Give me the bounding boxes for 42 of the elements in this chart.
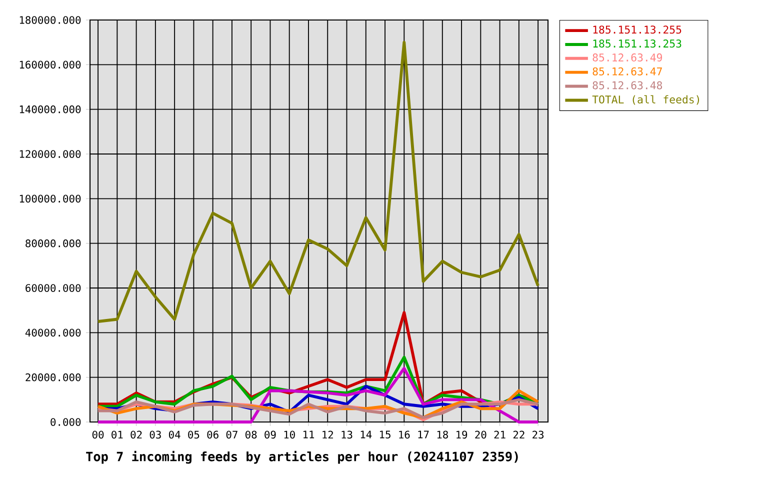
- legend-label: 85.12.63.47: [592, 67, 662, 76]
- y-tick-label: 180000.000: [20, 16, 81, 24]
- y-tick-label: 120000.000: [20, 150, 81, 158]
- x-tick-label: 18: [437, 430, 448, 439]
- x-tick-label: 15: [380, 430, 390, 438]
- y-tick-label: 60000.000: [26, 284, 81, 292]
- x-tick-label: 20: [475, 430, 486, 439]
- legend-label: TOTAL (all feeds): [592, 95, 700, 105]
- line-series: [96, 40, 540, 323]
- x-tick-label: 23: [532, 430, 544, 439]
- x-tick-label: 14: [360, 430, 372, 438]
- x-tick-label: 06: [207, 430, 218, 439]
- x-tick-label: 22: [513, 430, 524, 438]
- x-tick-label: 17: [418, 430, 429, 438]
- y-tick-label: 80000.000: [26, 239, 81, 248]
- x-tick-label: 13: [342, 430, 352, 439]
- x-tick-label: 21: [494, 430, 506, 438]
- legend-label: 85.12.63.49: [592, 53, 662, 62]
- x-tick-label: 00: [92, 430, 104, 439]
- y-tick-label: 40000.000: [25, 328, 81, 337]
- x-tick-label: 05: [188, 430, 200, 439]
- x-tick-label: 11: [303, 430, 314, 438]
- x-tick-label: 19: [456, 430, 468, 439]
- x-tick-label: 07: [226, 430, 238, 439]
- x-tick-label: 04: [168, 430, 180, 439]
- x-tick-label: 02: [130, 430, 142, 439]
- y-tick-label: 0.000: [50, 418, 81, 426]
- x-tick-label: 16: [399, 430, 410, 439]
- x-tick-label: 09: [264, 430, 276, 439]
- legend-label: 185.151.13.255: [593, 26, 682, 34]
- legend-label: 85.12.63.48: [592, 81, 662, 90]
- text: Top 7 incoming feeds by articles per hour (20241107 2359): [86, 450, 518, 464]
- x-tick-label: 08: [246, 430, 257, 439]
- y-tick-label: 160000.000: [20, 60, 81, 69]
- x-tick-label: 10: [284, 430, 295, 439]
- x-tick-label: 01: [112, 430, 123, 439]
- y-tick-label: 20000.000: [26, 373, 81, 382]
- legend-label: 185.151.13.253: [593, 40, 682, 48]
- x-tick-label: 03: [150, 430, 161, 439]
- y-tick-label: 100000.000: [20, 194, 81, 203]
- y-tick-label: 140000.000: [20, 105, 81, 114]
- x-tick-label: 12: [322, 430, 333, 438]
